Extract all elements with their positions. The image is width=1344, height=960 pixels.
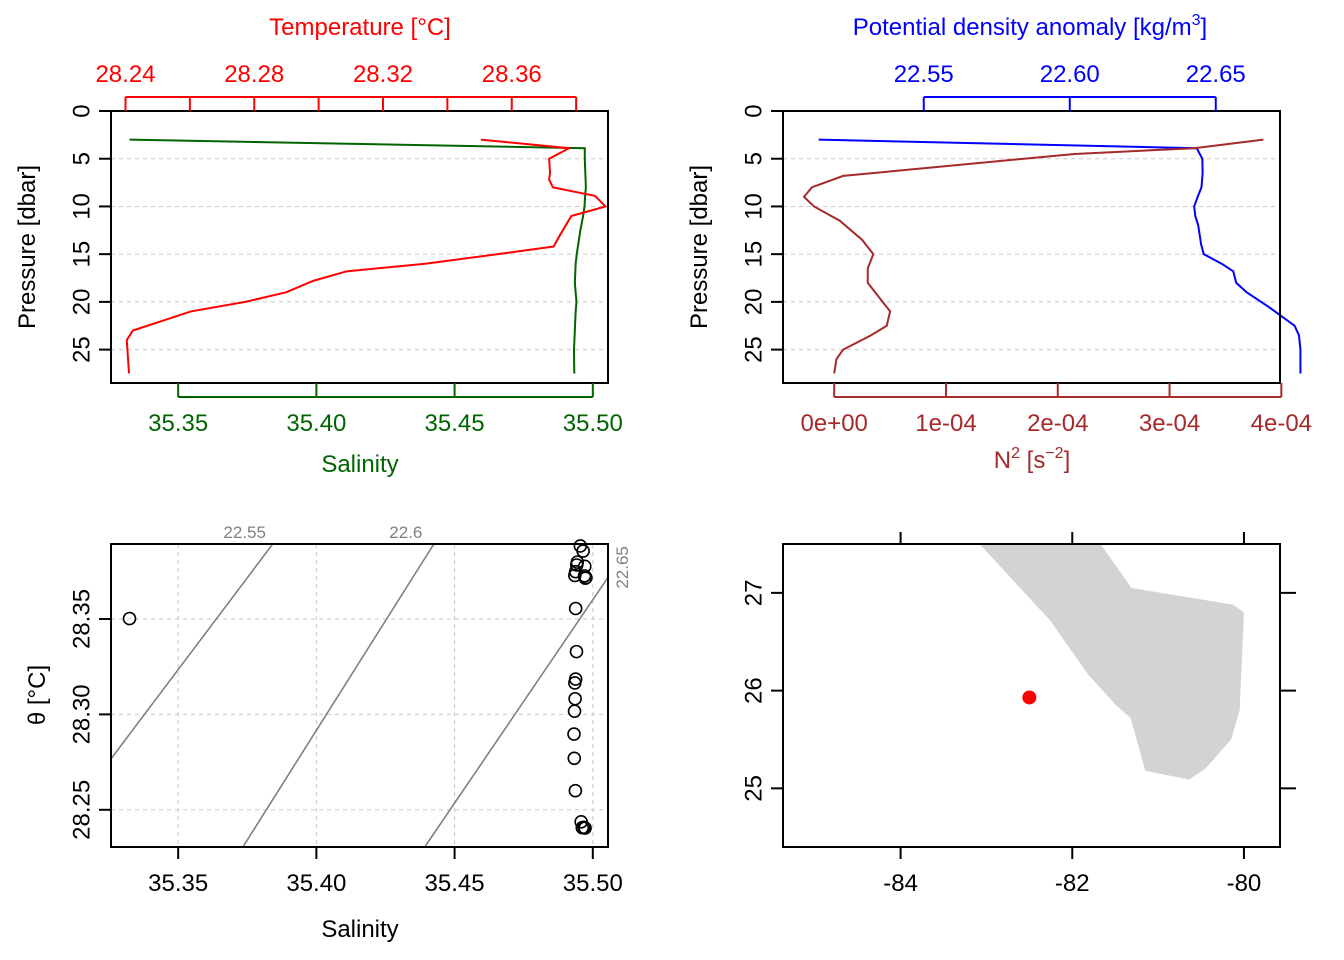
- axes: -84 -82 -80 25 26 27: [740, 532, 1296, 897]
- axes: 0 5 10 15 20 25 22.55 22.60 22.65 0e+00 1e-04 2e-04…: [740, 61, 1312, 437]
- y-tick-label: 15: [68, 241, 95, 268]
- y-tick-label: 0: [740, 104, 767, 117]
- isopycnal-line: [242, 543, 435, 848]
- station-map-panel: -84 -82 -80 25 26 27: [740, 532, 1296, 897]
- n2-line: [802, 138, 1264, 374]
- y-tick-label: 10: [68, 193, 95, 220]
- x-tick-label: 35.45: [425, 870, 485, 897]
- ts-point: [122, 611, 137, 626]
- y-tick-label: 20: [740, 289, 767, 316]
- ts-point: [570, 555, 585, 569]
- temperature-tick-label: 28.36: [482, 61, 542, 88]
- salinity-axis-title: Salinity: [321, 916, 398, 943]
- ts-point: [568, 676, 582, 690]
- salinity-tick-label: 35.35: [148, 410, 208, 437]
- station-marker: [1022, 690, 1037, 705]
- plot-frame: [110, 110, 609, 384]
- density-tick-label: 22.55: [894, 61, 954, 88]
- temperature-tick-label: 28.28: [224, 61, 284, 88]
- density-line: [818, 138, 1302, 374]
- ts-point: [577, 569, 592, 583]
- temperature-salinity-panel: 0 5 10 15 20 25 28.24 28.28 28.32 28.36 35.35 35.40…: [14, 14, 623, 478]
- temperature-line: [125, 138, 608, 374]
- profile-lines: [802, 138, 1302, 374]
- n2-tick-label: 3e-04: [1139, 410, 1200, 437]
- ts-point: [569, 644, 584, 659]
- ts-point: [568, 691, 582, 706]
- florida-land: [979, 544, 1244, 780]
- density-tick-label: 22.65: [1186, 61, 1246, 88]
- temperature-tick-label: 28.32: [353, 61, 413, 88]
- y-tick-label: 27: [740, 580, 767, 607]
- salinity-tick-label: 35.40: [286, 410, 346, 437]
- ts-point: [568, 783, 583, 798]
- isopycnal-line: [110, 543, 274, 760]
- ts-point: [568, 601, 583, 616]
- density-axis-title: Potential density anomaly [kg/m3]: [853, 12, 1207, 41]
- n2-tick-label: 2e-04: [1027, 410, 1088, 437]
- isopycnal-lines: 22.55 22.6 22.65: [110, 523, 632, 848]
- station-marker-layer: [1022, 690, 1037, 705]
- temperature-tick-label: 28.24: [95, 61, 155, 88]
- temperature-axis-title: Temperature [°C]: [269, 14, 451, 41]
- pressure-axis-title: Pressure [dbar]: [686, 165, 713, 329]
- pressure-axis-title: Pressure [dbar]: [14, 165, 41, 329]
- y-tick-label: 28.30: [68, 684, 95, 744]
- n2-tick-label: 1e-04: [915, 410, 976, 437]
- y-tick-label: 10: [740, 193, 767, 220]
- density-n2-panel: 0 5 10 15 20 25 22.55 22.60 22.65 0e+00 1e-04 2e-04…: [686, 12, 1312, 474]
- isopycnal-label: 22.6: [389, 523, 422, 542]
- y-tick-label: 25: [740, 336, 767, 363]
- profile-lines: [125, 138, 608, 374]
- y-tick-label: 15: [740, 241, 767, 268]
- isopycnal-label: 22.55: [223, 523, 266, 542]
- n2-axis-title: N2 [s−2]: [994, 445, 1071, 474]
- ts-diagram-panel: 22.55 22.6 22.65 35.35 35.40 35.45 35.50 28.25…: [24, 523, 632, 943]
- density-tick-label: 22.60: [1040, 61, 1100, 88]
- ts-point: [575, 820, 590, 835]
- y-tick-label: 5: [740, 152, 767, 165]
- n2-tick-label: 4e-04: [1251, 410, 1312, 437]
- ts-point: [567, 751, 582, 766]
- y-tick-label: 26: [740, 677, 767, 704]
- y-tick-label: 25: [740, 775, 767, 802]
- ts-point: [573, 539, 588, 553]
- y-tick-label: 28.35: [68, 589, 95, 649]
- salinity-axis-title: Salinity: [321, 451, 398, 478]
- x-tick-label: -84: [883, 870, 918, 897]
- isopycnal-line: [424, 576, 609, 848]
- ts-point: [567, 727, 581, 741]
- map-frame: [782, 543, 1281, 848]
- axes: 0 5 10 15 20 25 28.24 28.28 28.32 28.36 35.35 35.40…: [68, 61, 622, 437]
- x-tick-label: 35.40: [286, 870, 346, 897]
- plot-frame: [110, 543, 609, 848]
- y-tick-label: 28.25: [68, 780, 95, 840]
- x-tick-label: 35.50: [563, 870, 623, 897]
- plot-frame: [782, 110, 1281, 384]
- land-mass: [979, 544, 1244, 780]
- x-tick-label: 35.35: [148, 870, 208, 897]
- ts-point: [568, 568, 582, 583]
- y-tick-label: 5: [68, 152, 95, 165]
- n2-tick-label: 0e+00: [800, 410, 867, 437]
- y-tick-label: 0: [68, 104, 95, 117]
- ts-point: [567, 704, 582, 718]
- isopycnal-label: 22.65: [613, 546, 632, 589]
- gridlines: [111, 544, 608, 847]
- y-tick-label: 20: [68, 289, 95, 316]
- axes: 35.35 35.40 35.45 35.50 28.25 28.30 28.35: [68, 589, 622, 897]
- salinity-tick-label: 35.50: [563, 410, 623, 437]
- ts-points: [122, 539, 593, 835]
- x-tick-label: -82: [1055, 870, 1090, 897]
- y-tick-label: 25: [68, 336, 95, 363]
- x-tick-label: -80: [1227, 870, 1262, 897]
- theta-axis-title: θ [°C]: [24, 665, 51, 725]
- salinity-tick-label: 35.45: [425, 410, 485, 437]
- salinity-line: [129, 138, 587, 374]
